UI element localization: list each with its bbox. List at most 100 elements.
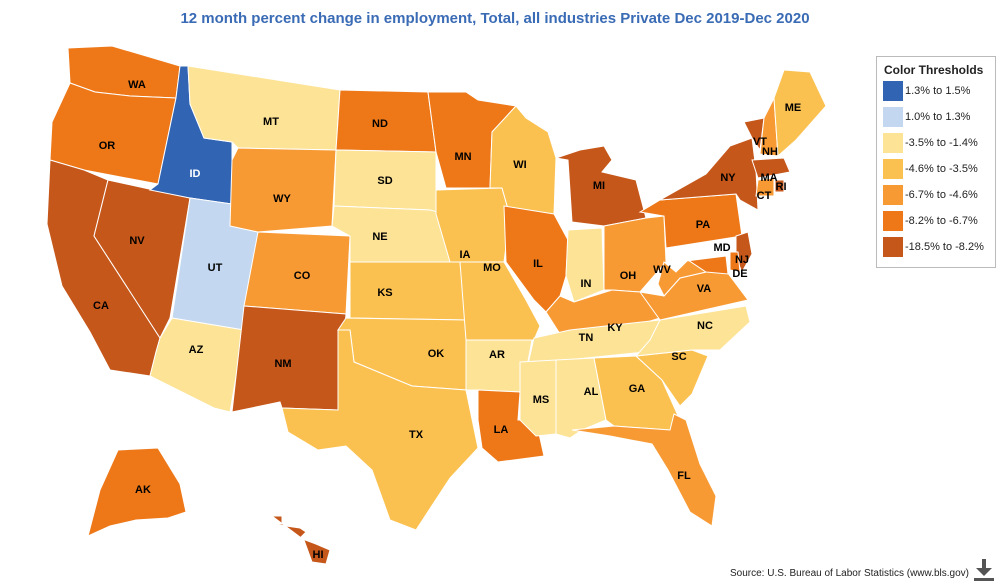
state-label-de: DE: [732, 268, 747, 280]
state-label-nv: NV: [129, 235, 145, 247]
state-label-fl: FL: [677, 470, 691, 482]
state-label-ar: AR: [489, 349, 505, 361]
state-label-ok: OK: [428, 348, 445, 360]
state-label-hi: HI: [313, 549, 324, 561]
state-label-il: IL: [533, 258, 543, 270]
state-label-nd: ND: [372, 118, 388, 130]
state-md[interactable]: [677, 255, 729, 275]
state-ms[interactable]: [519, 359, 557, 437]
state-in[interactable]: [565, 227, 605, 303]
legend-swatch: [883, 107, 903, 127]
legend-item: -4.6% to -3.5%: [883, 159, 978, 179]
state-label-id: ID: [190, 168, 201, 180]
legend-label: -4.6% to -3.5%: [905, 163, 978, 175]
state-wi[interactable]: [489, 105, 557, 217]
state-ia[interactable]: [435, 187, 511, 263]
state-ct[interactable]: [755, 177, 775, 197]
state-label-wv: WV: [653, 264, 671, 276]
legend-swatch: [883, 159, 903, 179]
legend-item: 1.0% to 1.3%: [883, 107, 970, 127]
legend-item: -3.5% to -1.4%: [883, 133, 978, 153]
state-ri[interactable]: [774, 179, 785, 193]
state-wv[interactable]: [657, 259, 708, 297]
legend-label: 1.0% to 1.3%: [905, 111, 971, 123]
state-label-mt: MT: [263, 116, 279, 128]
state-label-or: OR: [99, 140, 116, 152]
state-label-co: CO: [294, 270, 311, 282]
state-label-wi: WI: [513, 159, 526, 171]
legend-swatch: [883, 81, 903, 101]
legend-title: Color Thresholds: [884, 63, 984, 77]
legend-label: -6.7% to -4.6%: [905, 189, 978, 201]
legend-swatch: [883, 185, 903, 205]
state-label-ma: MA: [760, 172, 777, 184]
state-label-tx: TX: [409, 429, 424, 441]
state-label-wy: WY: [273, 193, 291, 205]
state-label-pa: PA: [696, 219, 711, 231]
state-label-nh: NH: [762, 146, 778, 158]
state-mi[interactable]: [555, 145, 647, 227]
source-note: Source: U.S. Bureau of Labor Statistics …: [730, 568, 969, 579]
state-label-ri: RI: [776, 181, 787, 193]
state-label-az: AZ: [189, 344, 204, 356]
state-label-ne: NE: [372, 231, 387, 243]
state-label-sd: SD: [377, 175, 392, 187]
state-ak[interactable]: [87, 447, 187, 537]
state-label-nj: NJ: [735, 254, 749, 266]
state-label-ky: KY: [607, 322, 623, 334]
state-label-oh: OH: [620, 270, 637, 282]
state-label-md: MD: [713, 242, 730, 254]
legend-label: 1.3% to 1.5%: [905, 85, 971, 97]
map-title: 12 month percent change in employment, T…: [180, 10, 810, 27]
legend-swatch: [883, 237, 903, 257]
state-label-tn: TN: [579, 332, 594, 344]
state-label-wa: WA: [128, 79, 146, 91]
state-label-mi: MI: [593, 180, 605, 192]
state-label-in: IN: [581, 278, 592, 290]
state-ma[interactable]: [751, 157, 791, 179]
state-de[interactable]: [729, 251, 741, 273]
state-oh[interactable]: [603, 215, 667, 293]
legend-label: -3.5% to -1.4%: [905, 137, 978, 149]
state-label-mn: MN: [454, 151, 471, 163]
legend-item: -6.7% to -4.6%: [883, 185, 978, 205]
download-button[interactable]: [972, 557, 996, 583]
legend-item: -8.2% to -6.7%: [883, 211, 978, 231]
state-label-ca: CA: [93, 300, 109, 312]
legend-item: -18.5% to -8.2%: [883, 237, 984, 257]
state-tx[interactable]: [281, 329, 479, 531]
us-state-map: WA OR CA NV ID UT AZ MT WY CO NM ND SD NE KS OK TX MN IA MO…: [46, 45, 827, 565]
state-label-ks: KS: [377, 287, 392, 299]
state-label-sc: SC: [671, 351, 686, 363]
legend-item: 1.3% to 1.5%: [883, 81, 970, 101]
legend-label: -8.2% to -6.7%: [905, 215, 978, 227]
legend-label: -18.5% to -8.2%: [905, 241, 984, 253]
state-label-ut: UT: [208, 262, 223, 274]
state-mt[interactable]: [187, 65, 341, 151]
state-label-ia: IA: [460, 249, 471, 261]
state-fl[interactable]: [571, 413, 717, 527]
state-mo[interactable]: [450, 261, 541, 341]
state-hi[interactable]: [270, 515, 331, 565]
state-la[interactable]: [477, 389, 545, 463]
state-label-me: ME: [785, 102, 802, 114]
state-me[interactable]: [773, 69, 827, 158]
state-label-ct: CT: [757, 190, 772, 202]
state-label-ms: MS: [533, 394, 550, 406]
state-label-va: VA: [697, 283, 712, 295]
legend-swatch: [883, 133, 903, 153]
state-ks[interactable]: [349, 261, 467, 321]
legend-swatch: [883, 211, 903, 231]
state-label-vt: VT: [753, 136, 767, 148]
download-icon: [974, 559, 994, 581]
color-thresholds-legend: Color Thresholds 1.3% to 1.5% 1.0% to 1.…: [876, 56, 996, 268]
state-wy[interactable]: [229, 147, 337, 233]
state-label-nm: NM: [274, 358, 291, 370]
state-label-al: AL: [584, 386, 599, 398]
state-nc[interactable]: [634, 305, 751, 357]
state-az[interactable]: [149, 317, 245, 413]
state-label-ak: AK: [135, 484, 151, 496]
state-label-mo: MO: [483, 262, 501, 274]
state-label-ny: NY: [720, 172, 736, 184]
state-label-nc: NC: [697, 320, 713, 332]
